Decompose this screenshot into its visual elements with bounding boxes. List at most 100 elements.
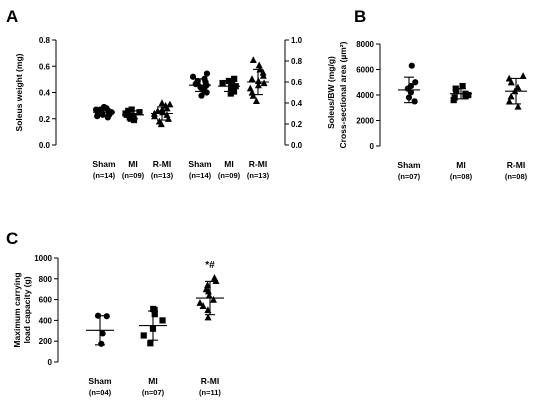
y-tick-label: 0.2 [291, 120, 303, 129]
data-point [194, 77, 201, 85]
data-point [140, 332, 147, 339]
y-tick-label: 1.0 [291, 36, 303, 45]
y-tick-label: 200 [39, 337, 53, 346]
data-point [411, 98, 418, 105]
panel-letter-b: B [354, 7, 366, 26]
data-point [452, 85, 459, 92]
data-point [125, 107, 132, 114]
category-label: Sham [88, 376, 112, 386]
series-r-mi [505, 72, 527, 110]
y-tick-label: 0.0 [291, 141, 303, 150]
data-point [246, 84, 254, 92]
y-tick-label: 0.8 [291, 57, 303, 66]
data-point [462, 90, 469, 97]
data-point [519, 72, 527, 79]
data-point [507, 92, 515, 100]
y-tick-label: 600 [39, 296, 53, 305]
series-sham [189, 70, 211, 99]
data-point [248, 75, 256, 82]
data-point [204, 281, 212, 289]
data-point [204, 306, 212, 314]
data-point [459, 82, 466, 90]
data-point [229, 81, 236, 88]
series-mi [450, 82, 472, 104]
series-r-mi [150, 99, 174, 128]
data-point [405, 94, 413, 101]
data-point [227, 84, 235, 91]
category-label: R-MI [507, 160, 525, 170]
data-point [99, 330, 106, 337]
series-sham [93, 103, 115, 121]
y-tick-label: 400 [39, 316, 53, 325]
y-tick-label: 0.6 [39, 62, 51, 71]
y-axis-label: Cross-sectional area (µm²) [338, 41, 348, 148]
n-label: (n=14) [189, 171, 212, 180]
data-point [164, 115, 172, 122]
category-label: MI [456, 160, 465, 170]
significance-annotation: *# [205, 260, 215, 271]
y-axis-label: load capacity (g) [22, 276, 32, 343]
n-label: (n=14) [93, 171, 116, 180]
chart-2: 0 2000 4000 6000 8000 Cross-sectional area (µ… [338, 40, 528, 181]
series-mi [139, 305, 167, 347]
n-label: (n=04) [89, 388, 112, 397]
data-point [407, 82, 414, 90]
data-point [408, 62, 415, 69]
data-point [151, 311, 158, 318]
data-point [150, 305, 157, 313]
data-point [210, 274, 218, 281]
y-tick-label: 8000 [356, 40, 374, 49]
n-label: (n=09) [122, 171, 145, 180]
data-point [451, 94, 458, 101]
y-tick-label: 0 [370, 142, 375, 151]
n-label: (n=09) [218, 171, 241, 180]
data-point [255, 61, 263, 69]
data-point [130, 113, 137, 120]
y-tick-label: 4000 [356, 91, 374, 100]
chart-0: 0.0 0.2 0.4 0.6 0.8 Soleus weight (mg) Sham (n=… [14, 36, 174, 180]
series-mi [218, 75, 240, 97]
data-point [254, 81, 262, 89]
y-axis-label: Maximum carrying [12, 272, 22, 347]
data-point [514, 102, 522, 110]
n-label: (n=13) [151, 171, 174, 180]
y-tick-label: 0.6 [291, 78, 303, 87]
panel-letter-c: C [6, 229, 18, 248]
data-point [136, 109, 143, 116]
data-point [189, 73, 197, 80]
category-label: Sham [397, 160, 421, 170]
y-tick-label: 0.8 [39, 36, 51, 45]
series-sham [86, 312, 114, 347]
data-point [197, 84, 204, 91]
data-point [202, 285, 210, 293]
data-point [149, 325, 157, 332]
data-point [128, 106, 135, 113]
data-point [248, 88, 256, 96]
chart-1: 0.0 0.2 0.4 0.6 0.8 1.0 Soleus/BW (mg/g) Sham (n… [188, 36, 336, 180]
category-label: R-MI [153, 159, 171, 169]
series-r-mi [246, 56, 269, 104]
data-point [254, 77, 262, 85]
n-label: (n=08) [450, 172, 473, 181]
y-tick-label: 0 [48, 358, 53, 367]
data-point [219, 79, 226, 87]
category-label: Sham [188, 159, 212, 169]
category-label: MI [128, 159, 137, 169]
y-tick-label: 6000 [356, 66, 374, 75]
n-label: (n=07) [142, 388, 165, 397]
data-point [147, 340, 154, 347]
data-point [514, 83, 522, 91]
data-point [203, 70, 211, 77]
y-tick-label: 0.4 [39, 89, 51, 98]
n-label: (n=08) [505, 172, 528, 181]
data-point [260, 79, 268, 87]
data-point [159, 317, 166, 324]
category-label: R-MI [201, 376, 219, 386]
n-label: (n=13) [247, 171, 270, 180]
data-point [511, 87, 519, 95]
data-point [198, 92, 205, 99]
category-label: Sham [92, 159, 116, 169]
panel-letter-a: A [6, 7, 18, 26]
series-mi [122, 106, 144, 124]
